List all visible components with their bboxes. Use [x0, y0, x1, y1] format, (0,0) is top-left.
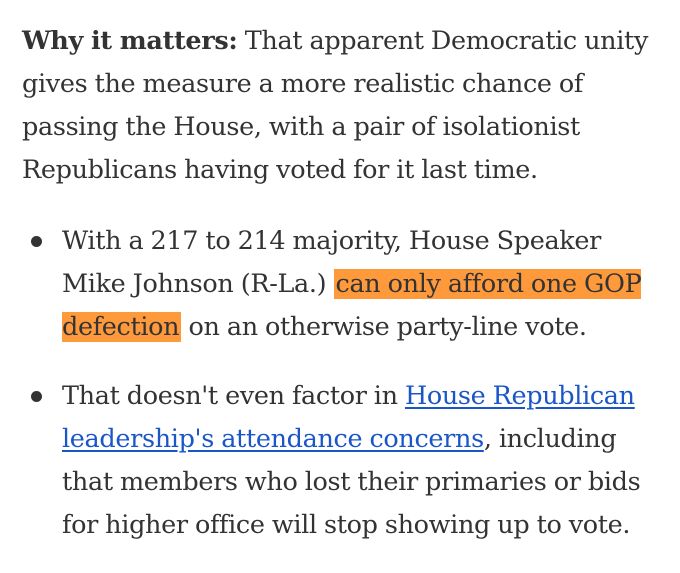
bullet-item-attendance: That doesn't even factor in House Republ…: [22, 375, 662, 547]
bullet-dot-icon: [31, 236, 42, 247]
attendance-concerns-link[interactable]: House Republican leadership's attendance…: [62, 381, 635, 454]
bullet-list: With a 217 to 214 majority, House Speake…: [22, 220, 662, 547]
bullet-item-majority: With a 217 to 214 majority, House Speake…: [22, 220, 662, 349]
bullet-text-after: on an otherwise party-line vote.: [181, 312, 587, 342]
bullet-dot-icon: [31, 391, 42, 402]
bullet-text-before: That doesn't even factor in: [62, 381, 405, 411]
why-it-matters-label: Why it matters:: [22, 26, 238, 56]
bullet-text-after: , including that members who lost their …: [62, 424, 641, 540]
bullet-text-before: With a 217 to 214 majority, House Speake…: [62, 226, 601, 299]
why-it-matters-text: That apparent Democratic unity gives the…: [22, 26, 649, 185]
why-it-matters-paragraph: Why it matters: That apparent Democratic…: [22, 20, 662, 192]
article-body: Why it matters: That apparent Democratic…: [22, 20, 662, 573]
